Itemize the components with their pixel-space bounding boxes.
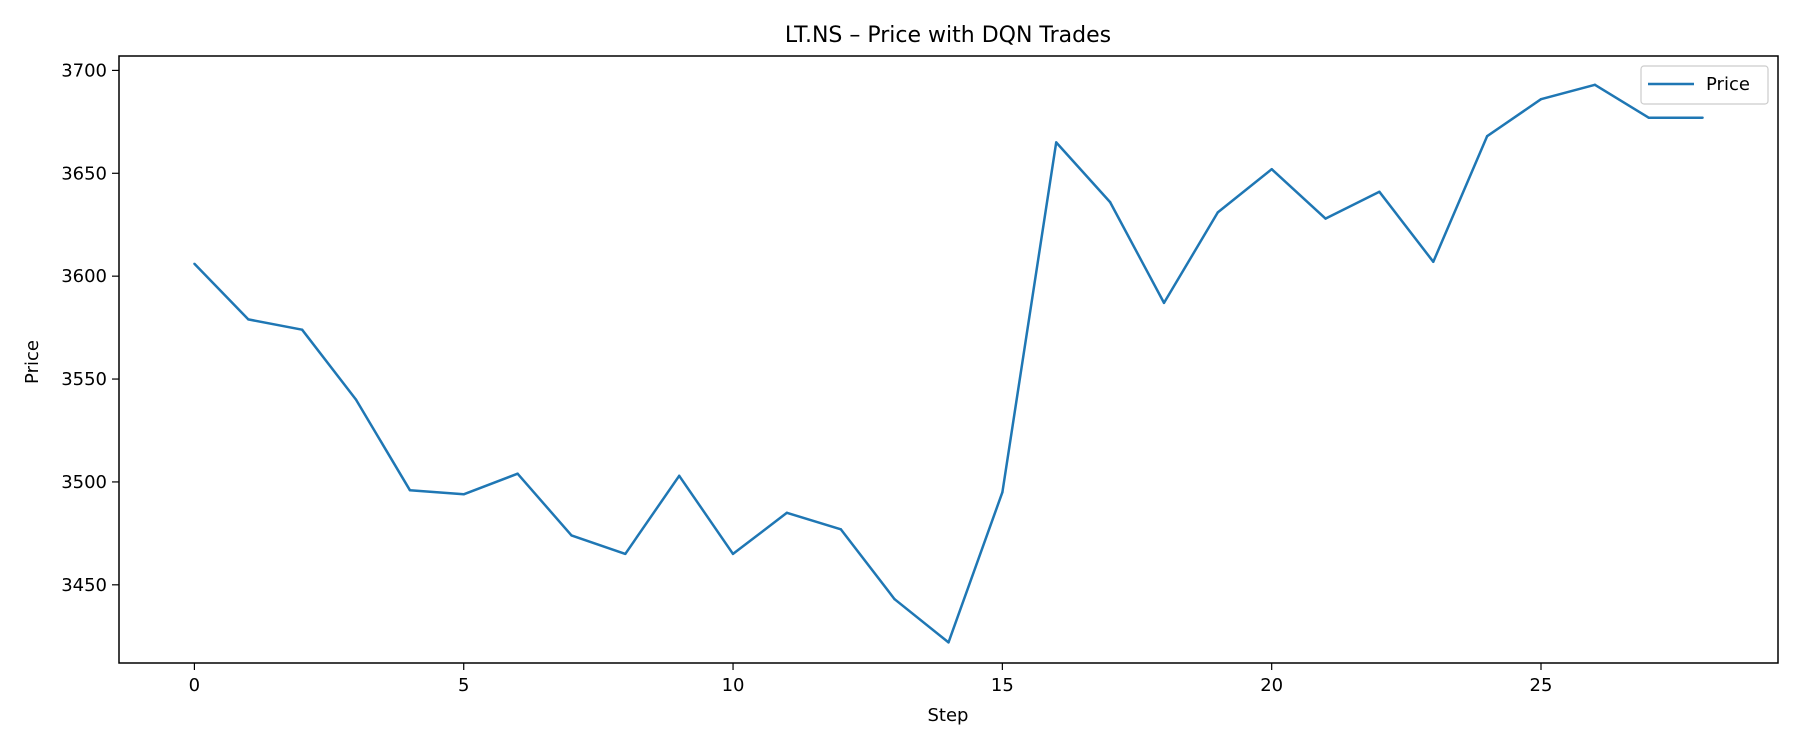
data-point	[1647, 116, 1650, 119]
data-point	[731, 552, 735, 556]
series-layer	[193, 83, 1704, 644]
data-point	[570, 534, 573, 537]
data-point	[1001, 491, 1004, 494]
data-point	[947, 641, 950, 644]
data-point	[1378, 190, 1381, 193]
x-axis: 0 5 10 15 20 25	[189, 663, 1553, 696]
x-tick-label: 5	[458, 675, 469, 696]
y-tick-label: 3500	[61, 472, 107, 493]
data-point	[1108, 200, 1112, 204]
data-point	[1432, 260, 1435, 263]
legend: Price	[1640, 65, 1769, 105]
data-point	[678, 474, 681, 477]
y-tick-label: 3450	[61, 575, 107, 596]
data-point	[893, 598, 896, 601]
series-line-price	[193, 83, 1703, 644]
data-point	[1701, 116, 1704, 119]
data-point	[1539, 98, 1543, 101]
chart-title: LT.NS – Price with DQN Trades	[785, 23, 1111, 48]
data-point	[300, 328, 304, 331]
y-axis: 3450 3500 3550 3600 3650 3700	[61, 60, 119, 596]
x-tick-label: 25	[1530, 675, 1553, 696]
data-point	[193, 262, 196, 265]
data-point	[1162, 301, 1166, 305]
y-axis-label: Price	[22, 340, 43, 384]
y-tick-label: 3550	[61, 369, 107, 390]
data-point	[1216, 211, 1220, 214]
y-tick-label: 3650	[61, 163, 107, 184]
data-point	[624, 552, 627, 556]
y-tick-label: 3700	[61, 60, 107, 81]
plot-frame	[118, 55, 1779, 664]
data-point	[354, 398, 358, 401]
y-tick-label: 3600	[61, 266, 107, 287]
data-point	[785, 511, 789, 514]
x-axis-label: Step	[928, 705, 969, 726]
data-point	[839, 528, 842, 531]
plot-area	[118, 55, 1779, 664]
data-point	[462, 493, 465, 496]
data-point	[1055, 141, 1058, 144]
legend-box	[1640, 65, 1769, 105]
x-tick-label: 15	[991, 675, 1014, 696]
data-point	[247, 318, 250, 321]
data-point	[408, 489, 412, 492]
data-point	[1270, 168, 1273, 171]
x-tick-label: 0	[189, 675, 200, 696]
data-point	[1593, 83, 1597, 87]
x-tick-label: 10	[722, 675, 745, 696]
data-point	[1485, 135, 1489, 138]
data-point	[516, 472, 519, 475]
x-tick-label: 20	[1260, 675, 1283, 696]
legend-label-price: Price	[1706, 74, 1750, 95]
data-point	[1324, 217, 1327, 220]
